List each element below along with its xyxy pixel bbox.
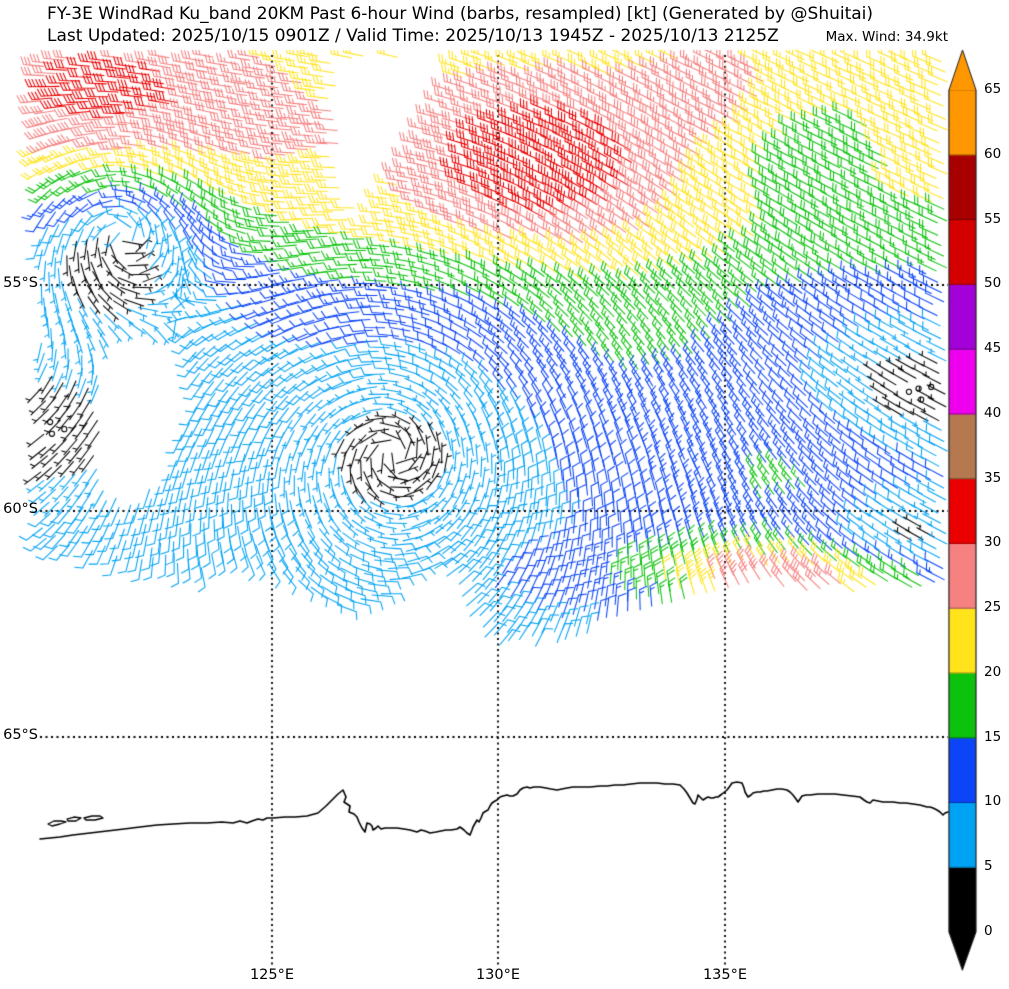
x-axis-tick-label-135e: 135°E xyxy=(702,967,748,983)
max-wind-annotation: Max. Wind: 34.9kt xyxy=(825,29,948,45)
x-axis-tick-label-125e: 125°E xyxy=(249,967,295,983)
colorbar-tick-label: 40 xyxy=(984,404,1002,421)
chart-title: FY-3E WindRad Ku_band 20KM Past 6-hour W… xyxy=(47,4,874,24)
colorbar-tick-label: 10 xyxy=(984,793,1002,810)
colorbar-tick-label: 15 xyxy=(984,728,1002,745)
colorbar-tick-label: 65 xyxy=(984,80,1002,97)
colorbar-tick-label: 35 xyxy=(984,469,1002,486)
colorbar-tick-label: 20 xyxy=(984,663,1002,680)
colorbar-tick-label: 55 xyxy=(984,210,1002,227)
x-axis-tick-label-130e: 130°E xyxy=(475,967,521,983)
colorbar-tick-label: 0 xyxy=(984,923,993,939)
colorbar-tick-label: 50 xyxy=(984,275,1002,292)
colorbar-tick-label: 25 xyxy=(984,599,1002,616)
colorbar-tick-label: 45 xyxy=(984,340,1002,357)
y-axis-tick-label-60s: 60°S xyxy=(3,501,38,517)
colorbar-tick-label: 5 xyxy=(984,858,993,875)
y-axis-tick-label-55s: 55°S xyxy=(3,275,38,291)
colorbar-tick-label: 30 xyxy=(984,534,1002,551)
colorbar-tick-label: 60 xyxy=(984,145,1002,162)
y-axis-tick-label-65s: 65°S xyxy=(3,727,38,743)
chart-subtitle: Last Updated: 2025/10/15 0901Z / Valid T… xyxy=(47,26,779,46)
